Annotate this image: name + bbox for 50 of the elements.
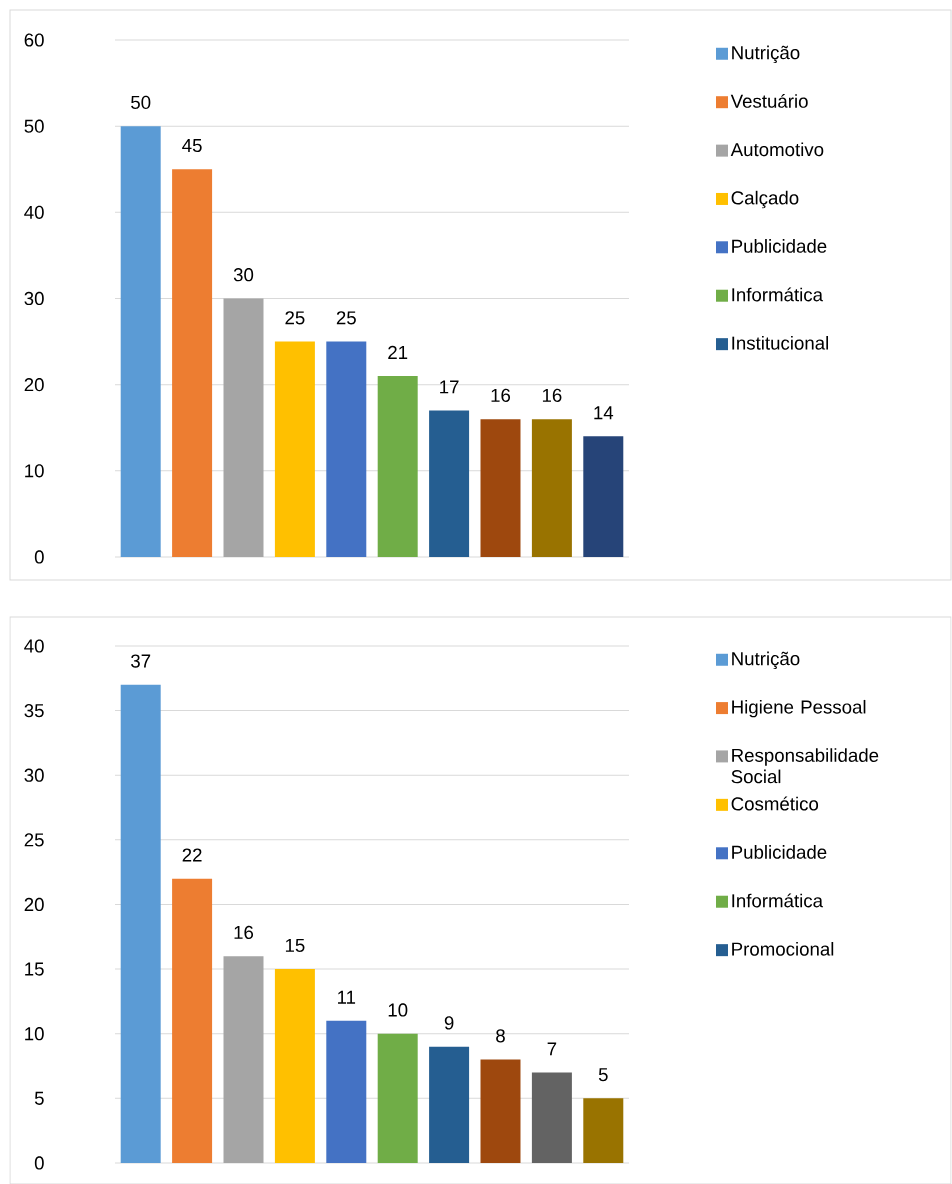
data-label: 8 bbox=[496, 1029, 505, 1043]
y-tick-label: 40 bbox=[24, 205, 44, 219]
legend-label: Cosmético bbox=[731, 796, 819, 811]
data-label: 25 bbox=[285, 311, 305, 325]
y-tick-label: 10 bbox=[25, 464, 44, 478]
y-tick-label: 15 bbox=[25, 962, 44, 976]
y-tick-label: 0 bbox=[34, 1156, 44, 1170]
data-label: 16 bbox=[542, 388, 562, 402]
data-label: 22 bbox=[182, 848, 202, 862]
y-tick-label: 60 bbox=[24, 33, 44, 47]
legend-label: Responsabilidade Social bbox=[731, 748, 879, 784]
legend-label: Nutrição bbox=[732, 651, 800, 670]
data-label: 5 bbox=[598, 1068, 608, 1082]
y-tick-label: 10 bbox=[25, 1027, 44, 1041]
legend-label: Informática bbox=[732, 893, 824, 908]
legend-label: Nutrição bbox=[732, 45, 800, 64]
y-tick-label: 0 bbox=[34, 550, 44, 564]
y-tick-label: 50 bbox=[24, 119, 44, 133]
data-label: 14 bbox=[594, 406, 614, 420]
data-label: 11 bbox=[338, 990, 356, 1004]
y-tick-label: 35 bbox=[24, 704, 44, 718]
y-tick-label: 20 bbox=[24, 897, 44, 912]
data-label: 17 bbox=[440, 380, 459, 394]
legend-label: Informática bbox=[732, 287, 824, 302]
data-label: 7 bbox=[547, 1042, 557, 1056]
y-tick-label: 20 bbox=[24, 378, 44, 392]
data-label: 15 bbox=[285, 938, 305, 952]
data-label: 45 bbox=[182, 139, 202, 153]
legend-label: Higiene Pessoal bbox=[732, 699, 866, 718]
legend-label: Automotivo bbox=[730, 142, 824, 157]
data-label: 21 bbox=[388, 345, 408, 359]
y-tick-label: 40 bbox=[24, 639, 44, 653]
data-label: 16 bbox=[234, 925, 254, 940]
data-label: 30 bbox=[233, 268, 254, 282]
data-label: 37 bbox=[131, 654, 151, 668]
legend-label: Institucional bbox=[732, 335, 828, 350]
y-tick-label: 30 bbox=[24, 291, 44, 306]
data-label: 25 bbox=[336, 311, 356, 325]
legend-label: Publicidade bbox=[732, 845, 827, 859]
data-label: 10 bbox=[388, 1003, 408, 1017]
legend-label: Calçado bbox=[731, 190, 799, 209]
legend-label: Promocional bbox=[732, 941, 834, 956]
legend-label: Publicidade bbox=[732, 239, 827, 253]
legend-label: Vestuário bbox=[730, 93, 808, 108]
y-tick-label: 30 bbox=[24, 768, 44, 782]
data-label: 50 bbox=[131, 95, 151, 110]
data-label: 16 bbox=[491, 388, 511, 402]
y-tick-label: 5 bbox=[34, 1091, 44, 1105]
y-tick-label: 25 bbox=[24, 833, 44, 847]
data-label: 9 bbox=[444, 1016, 454, 1030]
